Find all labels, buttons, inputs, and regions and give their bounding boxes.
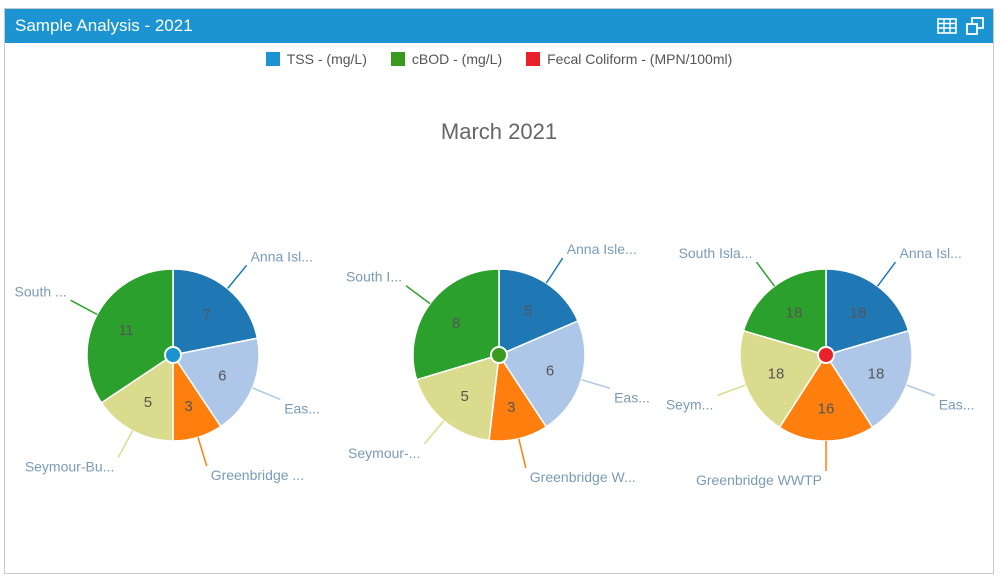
legend-label-tss: TSS - (mg/L) (286, 51, 367, 67)
pie-slice[interactable] (778, 353, 874, 442)
pie-slice[interactable] (171, 337, 260, 428)
panel-header: Sample Analysis - 2021 (5, 9, 993, 43)
slice-value-label: 6 (546, 362, 554, 379)
slice-category-label: Anna Isl... (251, 248, 313, 264)
slice-category-label: South I... (346, 269, 402, 285)
slice-value-label: 11 (118, 322, 134, 339)
slice-category-label: Eas... (939, 397, 975, 413)
slice-category-label: Seymour-... (348, 445, 420, 461)
slice-category-label: Greenbridge W... (530, 469, 636, 485)
slice-connector (518, 438, 527, 469)
legend-swatch-tss (265, 52, 280, 66)
slice-connector (717, 384, 746, 397)
slice-category-label: Seymour-Bu... (25, 458, 114, 474)
slice-connector (581, 378, 611, 390)
slice-connector (227, 264, 248, 289)
legend-swatch-cbod (390, 52, 405, 66)
slice-connector (117, 430, 134, 458)
slice-connector (545, 257, 564, 284)
slice-category-label: Eas... (284, 400, 320, 416)
slice-value-label: 18 (786, 304, 803, 321)
pie-center-marker (817, 346, 835, 364)
chart-legend: TSS - (mg/L) cBOD - (mg/L) Fecal Colifor… (5, 51, 993, 67)
panel-title: Sample Analysis - 2021 (15, 16, 193, 35)
slice-value-label: 16 (818, 400, 835, 417)
slice-value-label: 7 (203, 306, 211, 323)
pie-slice[interactable] (497, 319, 586, 428)
table-icon[interactable] (937, 16, 957, 36)
pie-1[interactable]: 7 Anna Isl... 6 Eas... 3 Greenbridge ... 5 Seym… (15, 248, 320, 483)
pie-slice[interactable] (412, 268, 500, 381)
slice-value-label: 3 (507, 399, 515, 416)
slice-category-label: Anna Isl... (900, 245, 962, 261)
slice-connector (70, 299, 98, 316)
legend-label-fecal: Fecal Coliform - (MPN/100ml) (547, 51, 733, 67)
slice-value-label: 18 (850, 304, 867, 321)
slice-value-label: 18 (768, 366, 785, 383)
pie-slice[interactable] (415, 353, 500, 442)
legend-swatch-fecal (526, 52, 541, 66)
pie-center-marker (490, 346, 508, 364)
pie-slice[interactable] (498, 268, 579, 357)
slice-connector (906, 384, 935, 397)
slice-category-label: South ... (15, 283, 67, 299)
slice-value-label: 5 (461, 388, 469, 405)
slice-value-label: 6 (218, 367, 226, 384)
pie-slice[interactable] (742, 268, 827, 357)
pie-center-marker (164, 346, 182, 364)
pie-2[interactable]: 5 Anna Isle... 6 Eas... 3 Greenbridge W... 5 Se… (346, 241, 650, 485)
chart-panel: Sample Analysis - 2021 TSS - (mg/L) cBOD… (4, 8, 994, 574)
slice-connector (755, 261, 776, 287)
legend-item-fecal[interactable]: Fecal Coliform - (MPN/100ml) (526, 51, 732, 67)
pie-slice[interactable] (824, 329, 913, 429)
slice-connector (405, 285, 431, 305)
popout-icon[interactable] (965, 16, 985, 36)
pie-slice[interactable] (86, 268, 174, 404)
pie-slice[interactable] (172, 268, 259, 356)
pie-slice[interactable] (825, 268, 910, 357)
pie-slice[interactable] (100, 353, 174, 442)
slice-value-label: 18 (868, 366, 885, 383)
slice-category-label: South Isla... (679, 245, 753, 261)
legend-label-cbod: cBOD - (mg/L) (411, 51, 503, 67)
slice-connector (876, 261, 897, 287)
slice-connector (197, 437, 208, 467)
pie-slice[interactable] (739, 329, 828, 429)
slice-category-label: Eas... (614, 389, 650, 405)
pie-charts: March 2021 7 Anna Isl... 6 Eas... 3 Greenbrid… (15, 119, 975, 488)
legend-item-tss[interactable]: TSS - (mg/L) (265, 51, 367, 67)
slice-category-label: Seym... (666, 397, 713, 413)
chart-title: March 2021 (441, 119, 557, 144)
legend-item-cbod[interactable]: cBOD - (mg/L) (390, 51, 503, 67)
slice-value-label: 5 (144, 394, 152, 411)
pie-3[interactable]: 18 Anna Isl... 18 Eas... 16 Greenbridge WWTP 1… (666, 245, 975, 488)
slice-value-label: 8 (452, 315, 460, 332)
header-tools (937, 16, 985, 36)
slice-connector (423, 420, 445, 445)
slice-category-label: Anna Isle... (567, 241, 637, 257)
slice-category-label: Greenbridge ... (211, 467, 304, 483)
slice-value-label: 3 (184, 398, 192, 415)
slice-value-label: 5 (524, 303, 532, 320)
slice-category-label: Greenbridge WWTP (696, 472, 822, 488)
slice-connector (252, 387, 281, 401)
